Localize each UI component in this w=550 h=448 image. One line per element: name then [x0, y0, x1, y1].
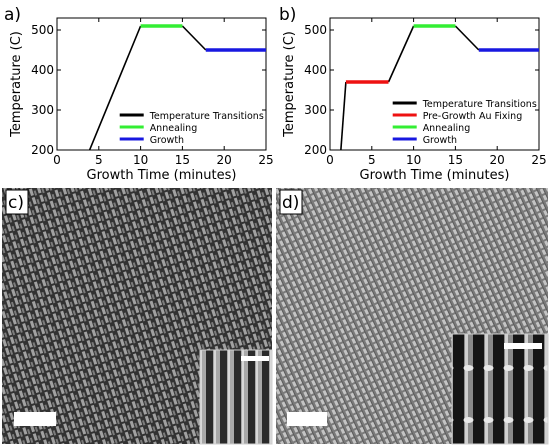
panel-tag-c: c): [8, 193, 24, 213]
series-line: [454, 25, 480, 51]
panel-tag: a): [4, 5, 21, 25]
inset-image-d: [451, 333, 549, 445]
y-tick-label: 500: [31, 23, 54, 37]
chart-panel-b: b) 0 5 10 15 20 25 200 300 400 500 Growth Time (min…: [279, 5, 547, 183]
sem-image-c: c): [2, 188, 273, 445]
x-tick-label: 25: [531, 153, 546, 167]
x-tick-label: 5: [95, 153, 103, 167]
x-tick-label: 25: [258, 153, 273, 167]
x-tick-label: 10: [133, 153, 148, 167]
y-tick-label: 200: [304, 143, 327, 157]
x-tick-label: 0: [53, 153, 61, 167]
legend-entry: Growth: [423, 135, 457, 146]
x-tick-label: 0: [326, 153, 334, 167]
panel-tag: b): [279, 5, 296, 25]
y-tick-label: 300: [304, 103, 327, 117]
inset-image-c: [199, 349, 273, 445]
legend-entry: Pre-Growth Au Fixing: [423, 111, 523, 122]
series-line: [340, 81, 347, 150]
x-axis-label: Growth Time (minutes): [360, 168, 510, 183]
plot-area: [88, 24, 266, 150]
series-temperature-transitions: [88, 25, 207, 150]
sem-image-d: d): [276, 188, 549, 445]
x-tick-label: 10: [406, 153, 421, 167]
y-tick-label: 400: [304, 63, 327, 77]
scale-bar-c: [14, 412, 56, 426]
y-tick-label: 500: [304, 23, 327, 37]
inset-scale-bar-c: [241, 356, 269, 361]
legend-entry: Growth: [150, 135, 184, 146]
series-temperature-transitions: [340, 25, 480, 150]
legend-entry: Annealing: [150, 123, 198, 134]
series-line: [181, 25, 207, 51]
x-tick-label: 15: [175, 153, 190, 167]
legend-entry: Temperature Transitions: [149, 111, 264, 122]
legend-entry: Annealing: [423, 123, 471, 134]
x-tick-label: 15: [448, 153, 463, 167]
series-line: [88, 25, 142, 150]
y-tick-label: 200: [31, 143, 54, 157]
x-tick-label: 20: [490, 153, 505, 167]
y-axis-label: Temperature (C): [282, 31, 297, 138]
y-tick-label: 300: [31, 103, 54, 117]
y-tick-label: 400: [31, 63, 54, 77]
inset-scale-bar-d: [504, 343, 542, 349]
y-axis-label: Temperature (C): [9, 31, 24, 138]
plot-frame: [329, 17, 540, 151]
panel-tag-d: d): [282, 193, 299, 213]
x-axis-label: Growth Time (minutes): [87, 168, 237, 183]
scale-bar-d: [287, 412, 327, 426]
chart-panel-a: a) 0 5 10 15 20 25 200 300 400 500 Growth Time (min…: [4, 5, 274, 183]
legend-entry: Temperature Transitions: [422, 99, 537, 110]
x-tick-label: 20: [217, 153, 232, 167]
x-tick-label: 5: [368, 153, 376, 167]
plot-area: [340, 24, 539, 150]
plot-frame: [56, 17, 267, 151]
series-line: [387, 25, 415, 83]
